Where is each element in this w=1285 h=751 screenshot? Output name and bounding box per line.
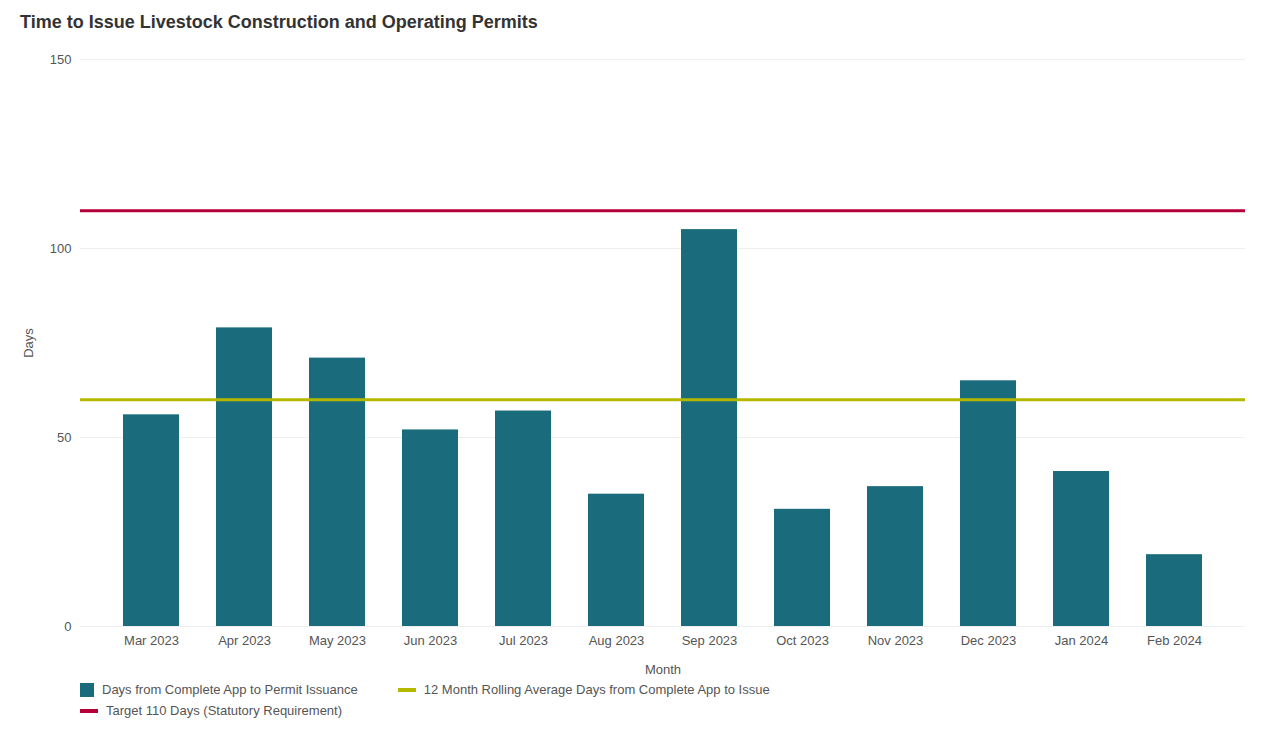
svg-text:50: 50 <box>57 430 71 445</box>
svg-text:Days: Days <box>21 328 36 358</box>
html-text:Target 110 Days (Statutory Req: Target 110 Days (Statutory Requirement) <box>106 703 342 718</box>
svg-text:150: 150 <box>50 52 72 67</box>
svg-text:Jul 2023: Jul 2023 <box>499 633 548 648</box>
svg-text:Mar 2023: Mar 2023 <box>124 633 179 648</box>
svg-text:Jun 2023: Jun 2023 <box>404 633 458 648</box>
svg-text:Feb 2024: Feb 2024 <box>1147 633 1202 648</box>
svg-text:Aug 2023: Aug 2023 <box>589 633 645 648</box>
svg-text:Month: Month <box>645 662 681 677</box>
svg-text:Apr 2023: Apr 2023 <box>218 633 271 648</box>
svg-text:Dec 2023: Dec 2023 <box>961 633 1017 648</box>
svg-text:Sep 2023: Sep 2023 <box>682 633 738 648</box>
svg-text:Oct 2023: Oct 2023 <box>776 633 829 648</box>
svg-text:May 2023: May 2023 <box>309 633 366 648</box>
html-text:Days from Complete App to Perm: Days from Complete App to Permit Issuanc… <box>102 682 358 697</box>
html-text:12 Month Rolling Average Days: 12 Month Rolling Average Days from Compl… <box>423 682 770 697</box>
svg-text:0: 0 <box>64 619 71 634</box>
svg-text:Nov 2023: Nov 2023 <box>868 633 924 648</box>
html-text:Time to Issue Livestock Constr: Time to Issue Livestock Construction and… <box>20 12 538 32</box>
svg-text:100: 100 <box>50 241 72 256</box>
svg-text:Jan 2024: Jan 2024 <box>1055 633 1109 648</box>
